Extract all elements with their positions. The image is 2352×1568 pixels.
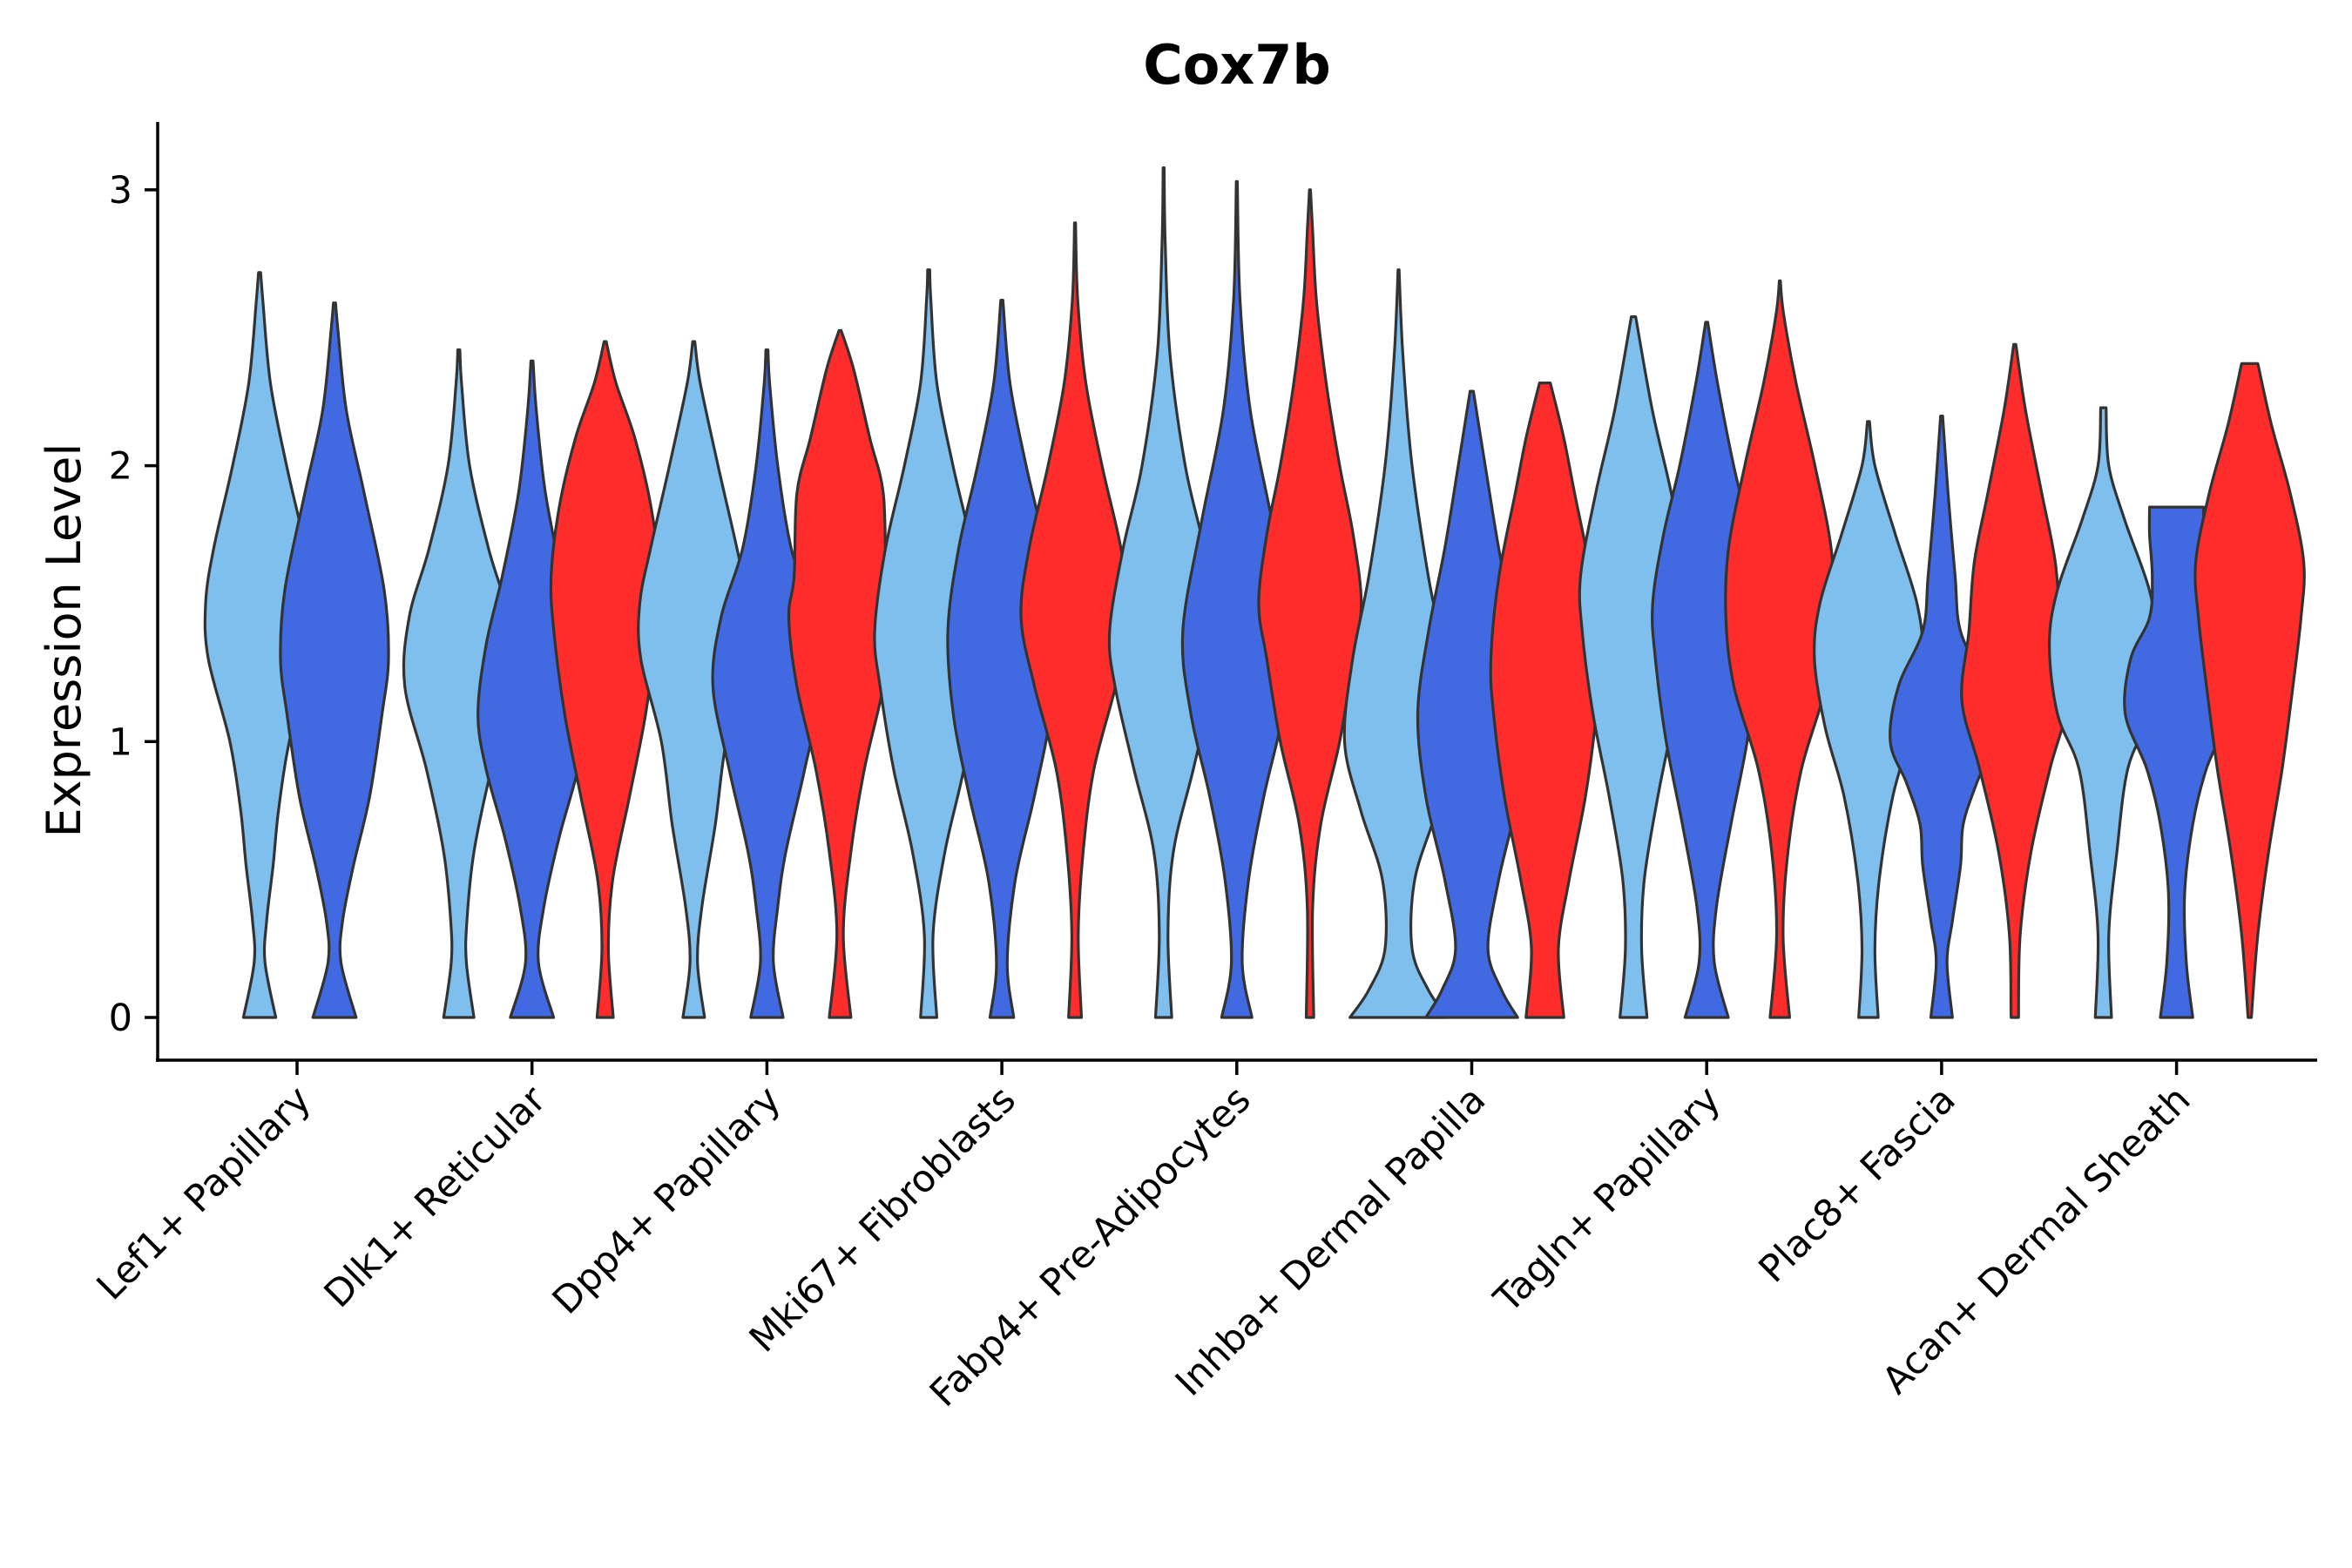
chart-title: Cox7b: [1143, 33, 1331, 97]
violin-medium: [279, 301, 390, 1019]
violin-medium: [711, 348, 823, 1019]
violin-light: [203, 271, 316, 1019]
violin-red: [1960, 342, 2070, 1019]
x-tick-label: Tagln+ Papillary: [1485, 1078, 1729, 1321]
violin-red: [2193, 362, 2306, 1019]
violin-medium: [1180, 179, 1293, 1019]
x-tick-label: Dpp4+ Papillary: [544, 1078, 789, 1322]
violin-medium: [1416, 389, 1528, 1019]
x-tick-label: Mki67+ Fibroblasts: [741, 1078, 1024, 1361]
y-tick-label: 3: [109, 169, 132, 213]
x-tick-label: Plac8+ Fascia: [1751, 1078, 1964, 1291]
violin-medium: [476, 359, 588, 1019]
violin-light: [402, 348, 516, 1019]
violin-light: [1813, 420, 1924, 1019]
violin-light: [2048, 406, 2159, 1019]
x-tick-label: Dlk1+ Reticular: [316, 1078, 555, 1316]
x-tick-label: Lef1+ Papillary: [89, 1078, 320, 1308]
violin-red: [549, 340, 661, 1019]
violin-red: [787, 328, 893, 1019]
violin-red: [1724, 279, 1836, 1019]
violin-red: [1019, 221, 1131, 1019]
y-axis-label: Expression Level: [37, 443, 91, 838]
y-tick-label: 2: [109, 445, 132, 489]
violin-medium: [946, 299, 1058, 1019]
y-tick-label: 0: [109, 997, 132, 1040]
violin-red: [1489, 382, 1601, 1019]
violin-light: [637, 340, 751, 1019]
y-ticks: 0 1 2 3: [109, 169, 158, 1040]
violin-medium: [1889, 415, 1995, 1019]
violins-layer: [203, 166, 2306, 1019]
violin-light: [1578, 315, 1689, 1019]
y-tick-label: 1: [109, 720, 132, 764]
violin-red: [1257, 188, 1363, 1019]
violin-medium: [1651, 321, 1763, 1019]
